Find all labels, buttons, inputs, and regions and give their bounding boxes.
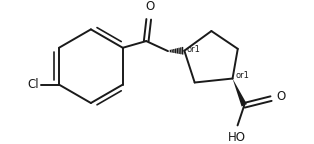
Text: HO: HO [228,131,246,144]
Text: O: O [145,0,154,14]
Text: Cl: Cl [27,78,39,91]
Text: O: O [276,90,285,103]
Text: or1: or1 [187,45,201,54]
Text: or1: or1 [236,71,250,80]
Polygon shape [233,78,247,106]
